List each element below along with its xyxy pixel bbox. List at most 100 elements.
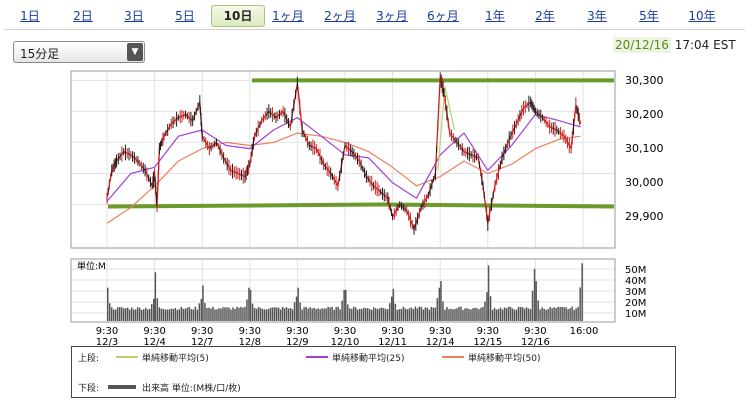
tab-2d[interactable]: 2日 — [73, 9, 93, 23]
volume-bar — [404, 308, 407, 321]
volume-bar — [410, 307, 413, 321]
volume-bar — [277, 307, 280, 321]
volume-bar — [212, 306, 214, 321]
volume-bar — [511, 308, 514, 321]
volume-bar — [331, 306, 333, 321]
volume-bar — [343, 289, 345, 321]
volume-bar — [145, 307, 147, 321]
volume-bar — [394, 303, 397, 321]
volume-bar — [521, 307, 524, 321]
timestamp-time: 17:04 EST — [674, 38, 736, 52]
x-tick-date: 12/16 — [521, 337, 550, 348]
volume-bar — [487, 265, 490, 321]
tab-2m[interactable]: 2ヶ月 — [324, 9, 356, 23]
legend-ma50-swatch — [442, 356, 464, 358]
tab-5y[interactable]: 5年 — [639, 9, 659, 23]
x-tick-time: 9:30 — [334, 326, 356, 337]
volume-bar — [438, 287, 441, 321]
volume-bar — [529, 309, 532, 321]
volume-bar — [194, 306, 197, 321]
volume-bar — [293, 302, 296, 321]
tab-1y[interactable]: 1年 — [485, 9, 505, 23]
vol-tick-20m: 20M — [625, 298, 646, 309]
tab-6m[interactable]: 6ヶ月 — [427, 9, 459, 23]
volume-bar — [454, 308, 456, 321]
volume-bar — [430, 306, 433, 321]
volume-bar — [291, 309, 294, 321]
tab-1m[interactable]: 1ヶ月 — [272, 9, 304, 23]
volume-bar — [450, 308, 452, 321]
volume-bar — [315, 309, 317, 321]
interval-select[interactable]: 15分足 ▼ — [13, 41, 145, 63]
volume-bar — [345, 289, 347, 321]
volume-bar — [109, 303, 111, 321]
volume-bar — [182, 308, 185, 321]
volume-bar — [458, 306, 460, 321]
volume-bar — [313, 307, 315, 321]
x-tick-date: 12/7 — [191, 337, 213, 348]
volume-bar — [137, 307, 139, 321]
tab-3m[interactable]: 3ヶ月 — [376, 9, 408, 23]
volume-bar — [158, 307, 161, 321]
volume-bar — [248, 287, 250, 321]
tab-10y[interactable]: 10年 — [688, 9, 716, 23]
volume-bar — [509, 306, 512, 321]
volume-bar — [387, 309, 389, 321]
volume-bar — [472, 308, 474, 321]
volume-bar — [442, 301, 444, 321]
volume-bar — [377, 309, 379, 321]
volume-bar — [321, 308, 323, 321]
volume-bar — [151, 304, 153, 321]
volume-bar — [107, 287, 109, 321]
tab-10d[interactable]: 10日 — [211, 5, 265, 27]
volume-bar — [198, 303, 201, 321]
x-tick-date: 12/14 — [426, 337, 455, 348]
volume-bar — [305, 306, 307, 321]
volume-bar — [563, 307, 565, 321]
x-tick-time: 9:30 — [96, 326, 118, 337]
volume-bar — [178, 309, 181, 321]
tab-5d[interactable]: 5日 — [175, 9, 195, 23]
volume-bar — [555, 308, 557, 321]
volume-bar — [218, 308, 220, 321]
volume-bar — [204, 302, 206, 321]
x-tick-date: 12/3 — [96, 337, 118, 348]
volume-bar — [436, 298, 439, 321]
legend-ma5-label: 単純移動平均(5) — [142, 354, 209, 364]
volume-bar — [478, 309, 480, 321]
volume-bar — [295, 296, 298, 321]
x-tick-date: 12/8 — [239, 337, 261, 348]
vol-tick-30m: 30M — [625, 287, 646, 298]
y-tick-30000: 30,000 — [625, 176, 664, 189]
volume-bar — [416, 308, 419, 321]
volume-bar — [523, 308, 526, 321]
vol-tick-50m: 50M — [625, 265, 646, 276]
volume-bar — [448, 309, 450, 321]
volume-bar — [244, 306, 246, 321]
volume-bar — [249, 289, 252, 321]
volume-bar — [329, 307, 331, 321]
volume-bar — [190, 309, 193, 321]
volume-bar — [434, 307, 437, 321]
volume-bar — [367, 308, 369, 321]
volume-bar — [547, 309, 549, 321]
volume-bar — [379, 308, 381, 321]
volume-bar — [206, 307, 208, 321]
volume-bar — [581, 263, 583, 321]
volume-bar — [267, 308, 270, 321]
tab-1d[interactable]: 1日 — [20, 9, 40, 23]
x-tick-date: 12/10 — [331, 337, 360, 348]
volume-bar — [271, 307, 274, 321]
volume-bar — [325, 308, 327, 321]
volume-bar — [335, 307, 337, 321]
tab-2y[interactable]: 2年 — [535, 9, 555, 23]
volume-bar — [499, 307, 502, 321]
timestamp-date: 20/12/16 — [613, 37, 671, 53]
volume-bar — [420, 306, 423, 321]
tab-3d[interactable]: 3日 — [124, 9, 144, 23]
volume-bar — [253, 307, 256, 321]
volume-bar — [474, 307, 476, 321]
volume-bar — [361, 308, 363, 321]
x-tick-date: 12/9 — [286, 337, 308, 348]
tab-3y[interactable]: 3年 — [587, 9, 607, 23]
